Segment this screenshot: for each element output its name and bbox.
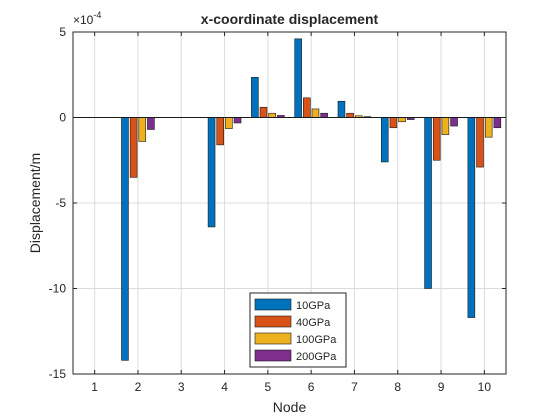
chart-title: x-coordinate displacement (201, 11, 379, 27)
axes: 1 2 3 4 5 6 7 8 9 10 5 0 -5 -10 -15 (49, 25, 506, 394)
bar (476, 117, 484, 168)
bar (493, 117, 502, 129)
bar (484, 117, 493, 138)
legend-swatch (254, 298, 292, 311)
bar (320, 112, 328, 118)
x-tick-label: 9 (438, 380, 445, 394)
y-tick-label: -10 (49, 282, 67, 296)
bar (380, 117, 389, 163)
legend-entry: 40GPa (296, 317, 331, 329)
bar (311, 108, 320, 118)
legend-entry: 10GPa (296, 300, 331, 312)
y-tick-label: -15 (49, 367, 67, 381)
bar (346, 112, 354, 118)
legend-swatch (254, 349, 292, 362)
y-tick-label: 0 (59, 111, 66, 125)
y-axis-exponent: ×10-4 (73, 10, 101, 27)
x-tick-label: 6 (308, 380, 315, 394)
legend: 10GPa 40GPa 100GPa 200GPa (249, 292, 347, 368)
y-tick-label: 5 (59, 25, 66, 39)
bar (233, 117, 242, 124)
bar (129, 117, 138, 178)
x-tick-label: 8 (394, 380, 401, 394)
x-tick-label: 5 (265, 380, 272, 394)
exponent-power: -4 (93, 10, 101, 20)
bar (268, 112, 276, 118)
bar (294, 38, 302, 118)
bar (147, 117, 155, 130)
legend-entry: 200GPa (296, 351, 337, 363)
bar (467, 117, 476, 318)
bar (225, 117, 233, 129)
legend-swatch (254, 315, 292, 328)
legend-entry: 100GPa (296, 334, 337, 346)
y-axis-label: Displacement/m (27, 153, 43, 253)
x-tick-label: 3 (178, 380, 185, 394)
x-tick-label: 7 (351, 380, 358, 394)
x-axis-label: Node (273, 399, 307, 415)
bar (259, 106, 268, 118)
bar (251, 77, 259, 118)
bar (432, 117, 441, 161)
x-tick-label: 2 (135, 380, 142, 394)
y-tick-label: -5 (55, 196, 66, 210)
bar (337, 100, 346, 118)
bar (121, 117, 129, 361)
bar (424, 117, 432, 289)
legend-swatch (254, 332, 292, 345)
bar (216, 117, 224, 146)
bar (398, 117, 406, 123)
bar (138, 117, 147, 142)
bar (207, 117, 216, 228)
bar (303, 97, 311, 118)
x-tick-label: 10 (478, 380, 492, 394)
bars (121, 38, 502, 361)
bar (389, 117, 398, 129)
bar (450, 117, 458, 127)
x-tick-label: 4 (221, 380, 228, 394)
bar (441, 117, 450, 135)
exponent-base: ×10 (73, 13, 94, 27)
x-tick-label: 1 (91, 380, 98, 394)
